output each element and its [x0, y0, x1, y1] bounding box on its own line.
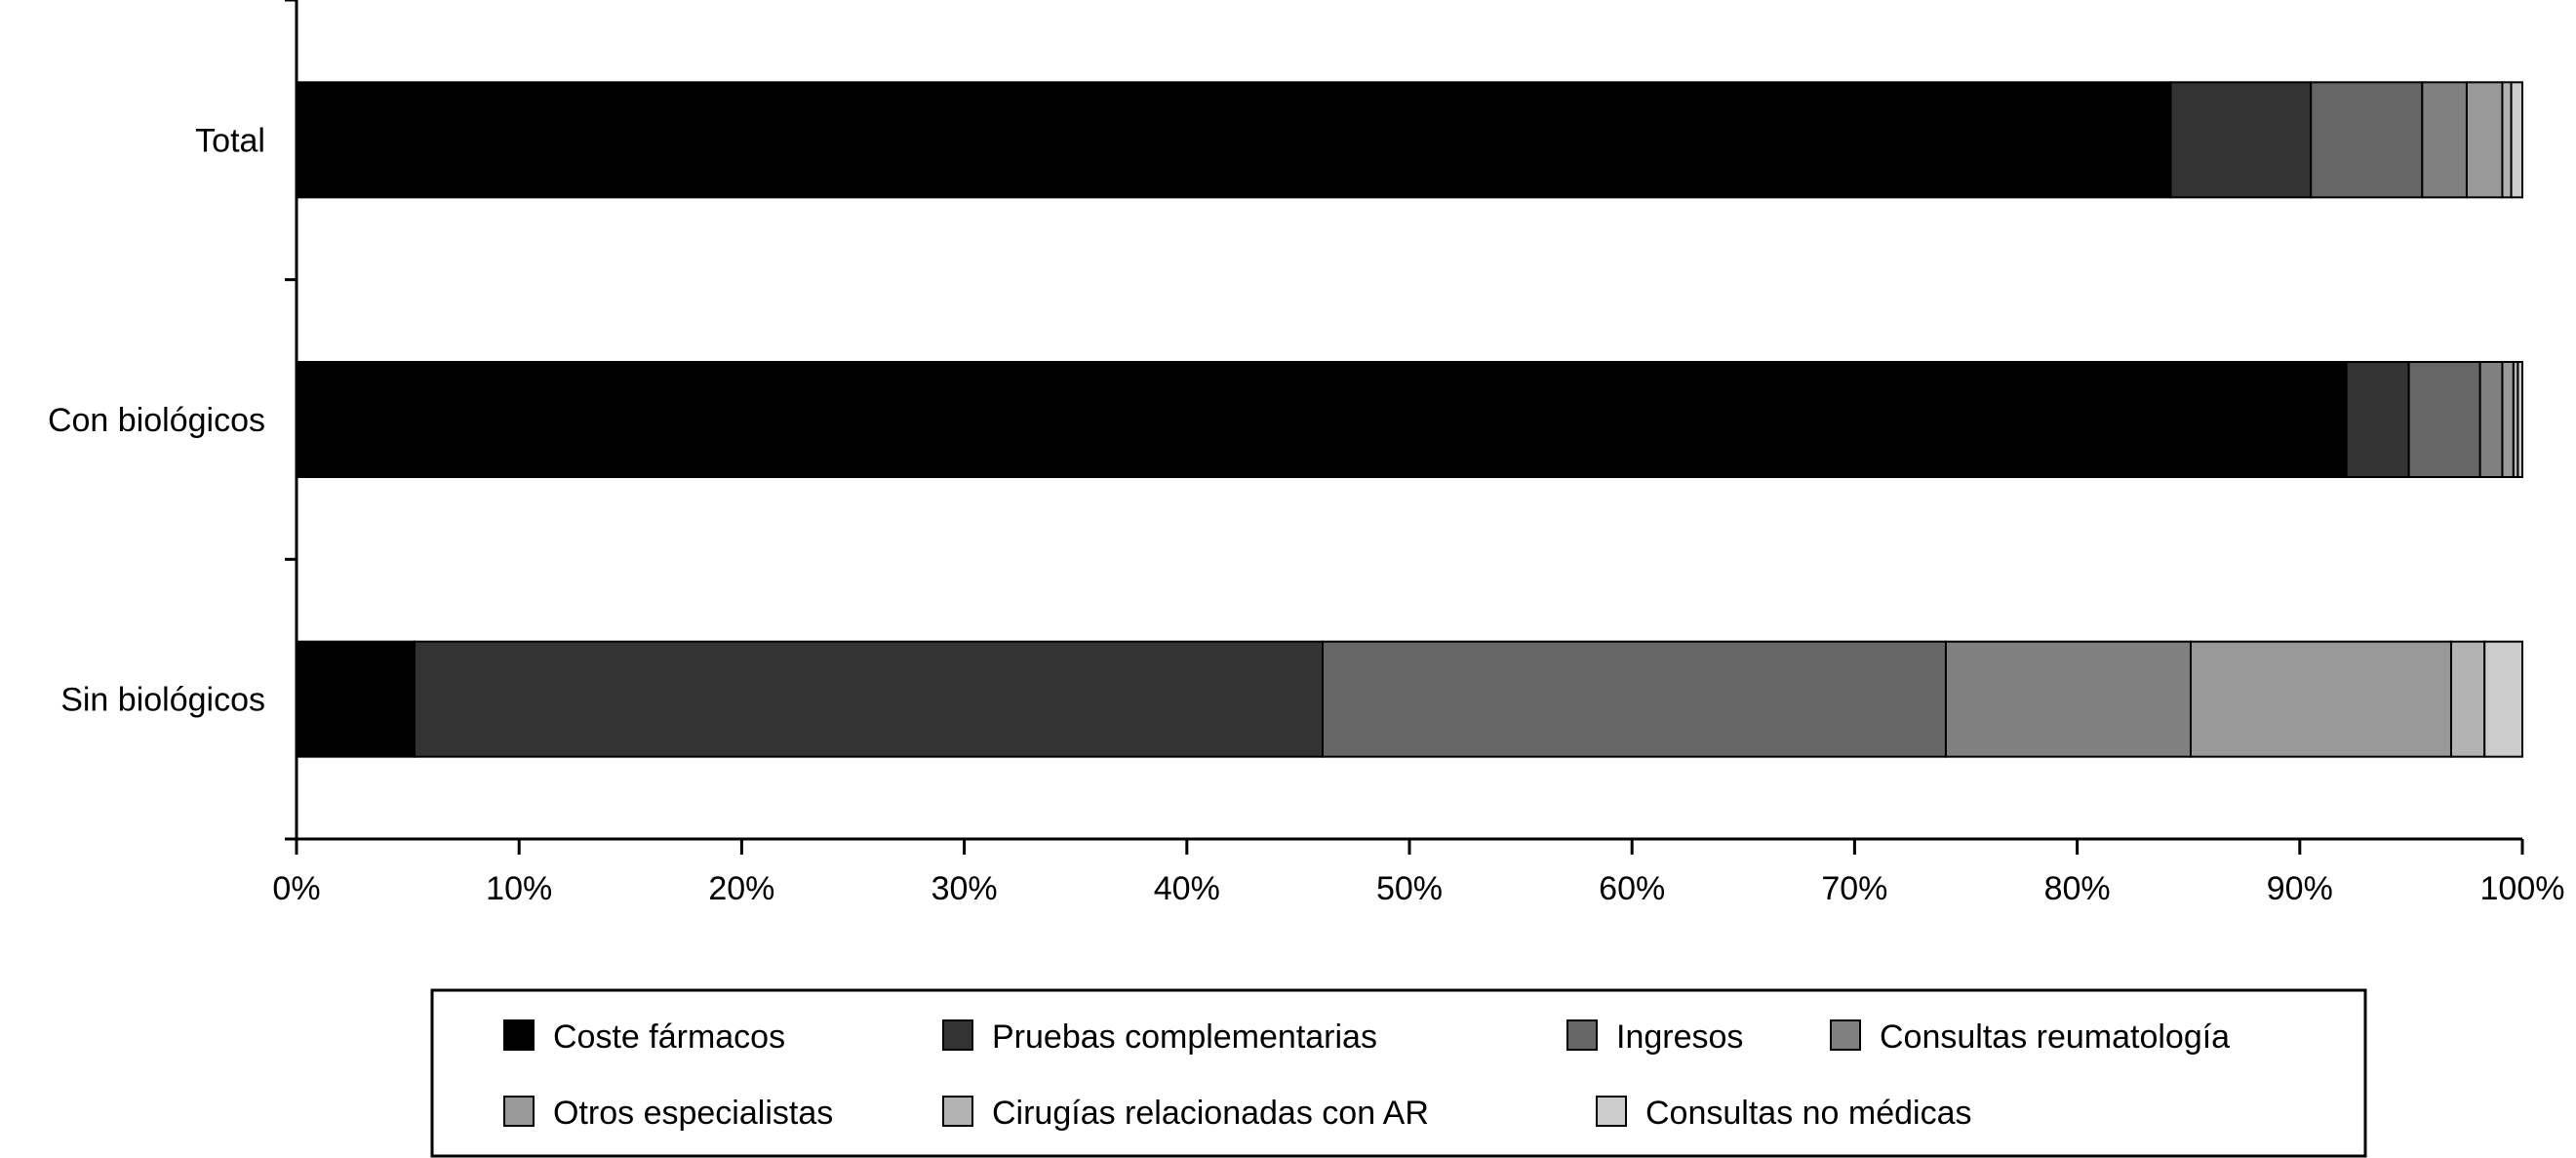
x-tick-label: 10%: [486, 870, 552, 907]
bar-total-pruebas-complementarias: [2169, 81, 2313, 199]
bar-sin-biologicos-otros-especialistas: [2189, 640, 2452, 758]
bar-sin-biologicos-consultas-reumatologia: [1944, 640, 2192, 758]
bar-total-ingresos: [2310, 81, 2424, 199]
legend-label-consultas-reumatologia: Consultas reumatología: [1880, 1018, 2230, 1056]
category-label-sin-biologicos: Sin biológicos: [60, 682, 265, 719]
legend-swatch-otros-especialistas: [503, 1096, 535, 1127]
legend-label-consultas-no-medicas: Consultas no médicas: [1645, 1095, 1972, 1132]
bar-total-cirugias-relacionadas-con-ar: [2501, 81, 2513, 199]
bar-sin-biologicos-coste-farmacos: [296, 640, 416, 758]
bar-con-biologicos-consultas-no-medicas: [2517, 361, 2524, 478]
legend-label-coste-farmacos: Coste fármacos: [553, 1018, 785, 1056]
x-tick-label: 50%: [1376, 870, 1443, 907]
legend-swatch-ingresos: [1566, 1019, 1598, 1051]
bar-total-consultas-reumatologia: [2421, 81, 2468, 199]
category-label-con-biologicos: Con biológicos: [48, 402, 265, 439]
x-tick-label: 40%: [1154, 870, 1220, 907]
legend-swatch-consultas-reumatologia: [1830, 1019, 1861, 1051]
bar-sin-biologicos-cirugias-relacionadas-con-ar: [2449, 640, 2486, 758]
category-label-total: Total: [195, 122, 265, 159]
bar-total-consultas-no-medicas: [2510, 81, 2524, 199]
bar-con-biologicos-pruebas-complementarias: [2345, 361, 2410, 478]
legend-swatch-coste-farmacos: [503, 1019, 535, 1051]
bar-sin-biologicos-ingresos: [1322, 640, 1947, 758]
legend-box: [430, 988, 2367, 1158]
x-tick-label: 20%: [708, 870, 774, 907]
legend-label-cirugias-relacionadas-con-ar: Cirugías relacionadas con AR: [992, 1095, 1429, 1132]
legend-swatch-consultas-no-medicas: [1596, 1096, 1627, 1127]
bar-total-coste-farmacos: [296, 81, 2172, 199]
x-tick-label: 70%: [1821, 870, 1887, 907]
x-tick-label: 90%: [2267, 870, 2333, 907]
x-tick-label: 30%: [931, 870, 998, 907]
bar-total-otros-especialistas: [2465, 81, 2504, 199]
legend-label-ingresos: Ingresos: [1616, 1018, 1743, 1056]
bar-con-biologicos-consultas-reumatologia: [2478, 361, 2504, 478]
bar-con-biologicos-otros-especialistas: [2501, 361, 2515, 478]
x-tick-label: 0%: [272, 870, 320, 907]
legend-swatch-cirugias-relacionadas-con-ar: [942, 1096, 973, 1127]
bar-con-biologicos-coste-farmacos: [296, 361, 2348, 478]
x-tick-label: 100%: [2480, 870, 2565, 907]
legend-label-otros-especialistas: Otros especialistas: [553, 1095, 833, 1132]
bar-sin-biologicos-pruebas-complementarias: [413, 640, 1325, 758]
bar-con-biologicos-ingresos: [2407, 361, 2481, 478]
x-tick-label: 60%: [1599, 870, 1665, 907]
bar-sin-biologicos-consultas-no-medicas: [2483, 640, 2524, 758]
legend: Coste fármacos Pruebas complementarias Ing…: [430, 988, 2367, 1158]
legend-swatch-pruebas-complementarias: [942, 1019, 973, 1051]
x-tick-label: 80%: [2044, 870, 2111, 907]
bars-layer: [296, 81, 2524, 758]
axes-layer: Total Con biológicos Sin biológicos 0% 10% 20…: [48, 0, 2565, 907]
legend-label-pruebas-complementarias: Pruebas complementarias: [992, 1018, 1377, 1056]
